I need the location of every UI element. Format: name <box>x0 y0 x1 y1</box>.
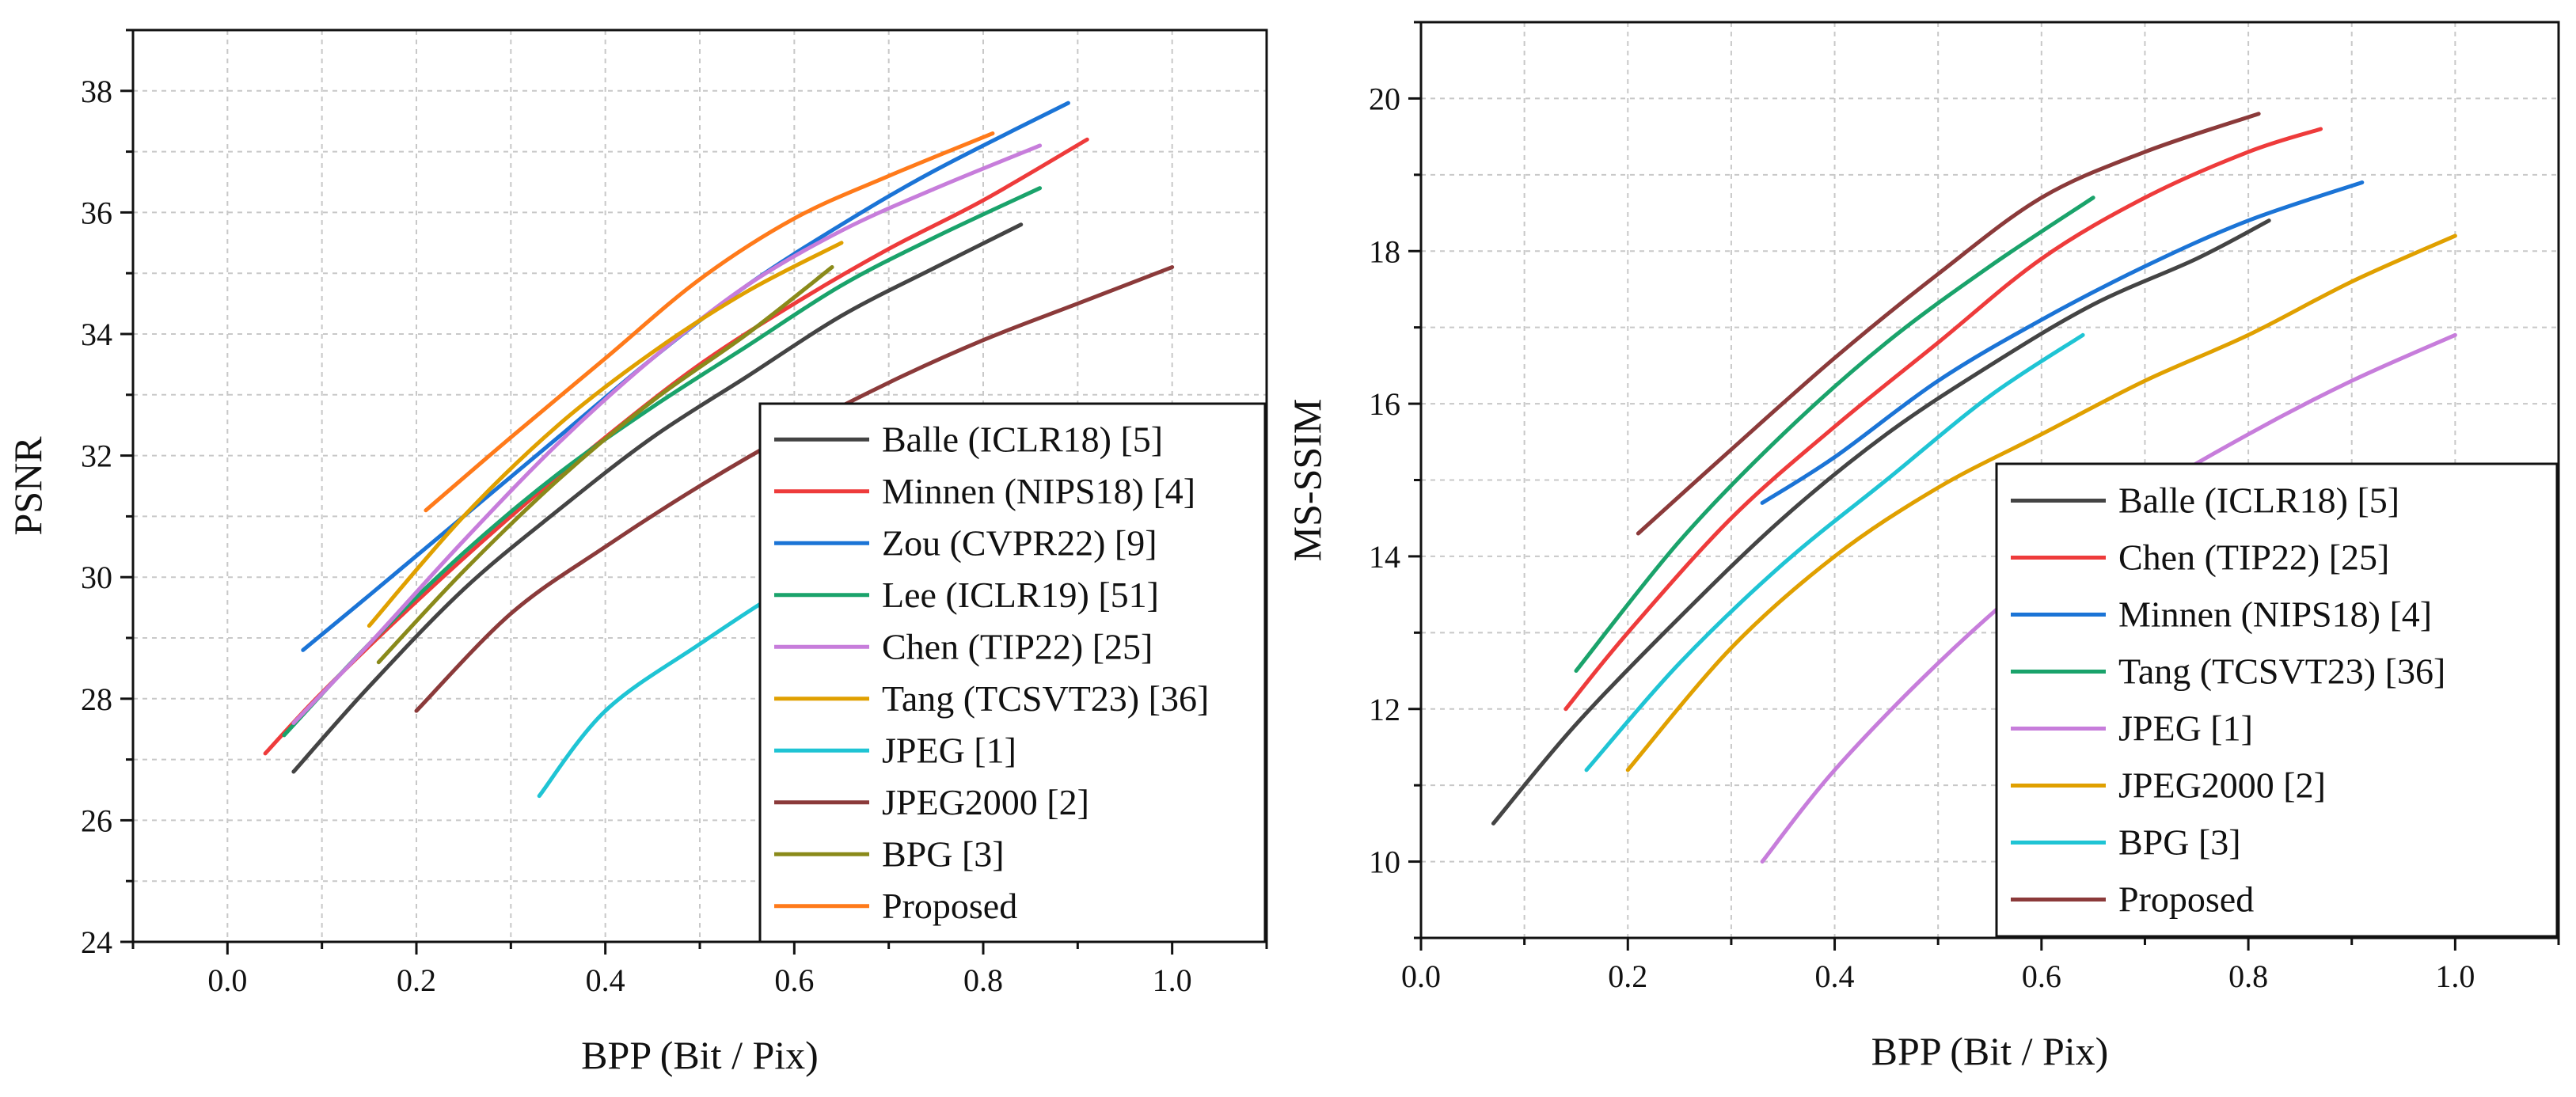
x-tick-label: 1.0 <box>1153 962 1192 998</box>
x-tick-label: 0.8 <box>963 962 1003 998</box>
legend-label: Lee (ICLR19) [51] <box>882 575 1159 615</box>
series-line-2 <box>1760 180 2365 505</box>
y-axis: 24 26 28 30 32 34 36 38 <box>81 28 133 960</box>
series-line-9 <box>424 131 995 513</box>
y-tick-label: 28 <box>81 681 112 717</box>
x-tick-label: 1.0 <box>2435 958 2475 994</box>
series-line-1 <box>1563 127 2323 712</box>
y-tick-label: 26 <box>81 803 112 838</box>
y-tick-label: 14 <box>1369 539 1400 575</box>
legend-label: JPEG2000 [2] <box>2118 765 2326 806</box>
y-axis-title: PSNR <box>6 436 50 536</box>
y-tick-label: 20 <box>1369 81 1400 116</box>
legend-label: Tang (TCSVT23) [36] <box>2118 651 2445 692</box>
x-tick-label: 0.0 <box>207 962 247 998</box>
x-tick-label: 0.2 <box>1608 958 1647 994</box>
legend-label: Chen (TIP22) [25] <box>2118 537 2389 578</box>
x-tick-label: 0.6 <box>2022 958 2061 994</box>
series-line-5 <box>367 241 844 628</box>
legend-label: Tang (TCSVT23) [36] <box>882 678 1209 719</box>
legend-label: BPG [3] <box>882 833 1005 874</box>
series-line-3 <box>1574 195 2095 674</box>
x-axis: 0.0 0.2 0.4 0.6 0.8 1.0 <box>131 942 1268 998</box>
y-tick-label: 18 <box>1369 233 1400 269</box>
y-tick-label: 38 <box>81 74 112 109</box>
legend-label: Balle (ICLR18) [5] <box>2118 480 2399 521</box>
x-tick-label: 0.4 <box>586 962 625 998</box>
y-tick-label: 16 <box>1369 386 1400 422</box>
y-tick-label: 36 <box>81 195 112 230</box>
y-tick-label: 12 <box>1369 692 1400 727</box>
y-tick-label: 10 <box>1369 845 1400 880</box>
x-tick-label: 0.4 <box>1815 958 1855 994</box>
x-axis-title: BPP (Bit / Pix) <box>581 1033 819 1077</box>
legend-label: JPEG2000 [2] <box>882 782 1089 822</box>
psnr-chart-panel: 0.0 0.2 0.4 0.6 0.8 1.0 24 26 28 30 32 34 36 38 BPP (B… <box>6 28 1268 1077</box>
x-axis: 0.0 0.2 0.4 0.6 0.8 1.0 <box>1401 938 2560 994</box>
legend-box <box>1995 462 2559 938</box>
x-tick-label: 0.0 <box>1401 958 1441 994</box>
legend-label: Minnen (NIPS18) [4] <box>2118 594 2432 635</box>
legend-label: Balle (ICLR18) [5] <box>882 419 1163 459</box>
legend-label: Proposed <box>882 886 1017 926</box>
series-line-7 <box>1636 112 2261 536</box>
y-tick-label: 34 <box>81 317 112 352</box>
msssim-chart-panel: 0.0 0.2 0.4 0.6 0.8 1.0 10 12 14 16 18 20 BPP (Bit /… <box>1285 21 2560 1073</box>
series-line-0 <box>1491 218 2271 826</box>
y-tick-label: 24 <box>81 924 112 960</box>
legend-label: Chen (TIP22) [25] <box>882 626 1153 666</box>
legend: Balle (ICLR18) [5] Chen (TIP22) [25] Minne… <box>1995 462 2559 938</box>
legend-box <box>758 402 1267 943</box>
series-line-8 <box>376 265 834 665</box>
series-group <box>1491 112 2457 864</box>
x-axis-title: BPP (Bit / Pix) <box>1871 1029 2109 1073</box>
legend: Balle (ICLR18) [5] Minnen (NIPS18) [4] Zou… <box>758 402 1267 943</box>
x-tick-label: 0.8 <box>2228 958 2268 994</box>
legend-label: JPEG [1] <box>2118 708 2253 749</box>
series-group <box>263 101 1175 799</box>
legend-label: JPEG [1] <box>882 730 1016 770</box>
series-line-6 <box>1584 332 2085 772</box>
y-axis: 10 12 14 16 18 20 <box>1369 21 1421 939</box>
y-axis-title: MS-SSIM <box>1285 399 1329 562</box>
legend-label: Proposed <box>2118 879 2254 920</box>
legend-label: Zou (CVPR22) [9] <box>882 522 1157 563</box>
series-line-5 <box>1625 233 2457 772</box>
legend-label: Minnen (NIPS18) [4] <box>882 471 1195 511</box>
x-tick-label: 0.6 <box>774 962 814 998</box>
series-line-0 <box>291 222 1024 774</box>
legend-label: BPG [3] <box>2118 822 2241 863</box>
y-tick-label: 30 <box>81 560 112 595</box>
y-tick-label: 32 <box>81 438 112 474</box>
series-line-4 <box>291 143 1043 726</box>
x-tick-label: 0.2 <box>397 962 436 998</box>
